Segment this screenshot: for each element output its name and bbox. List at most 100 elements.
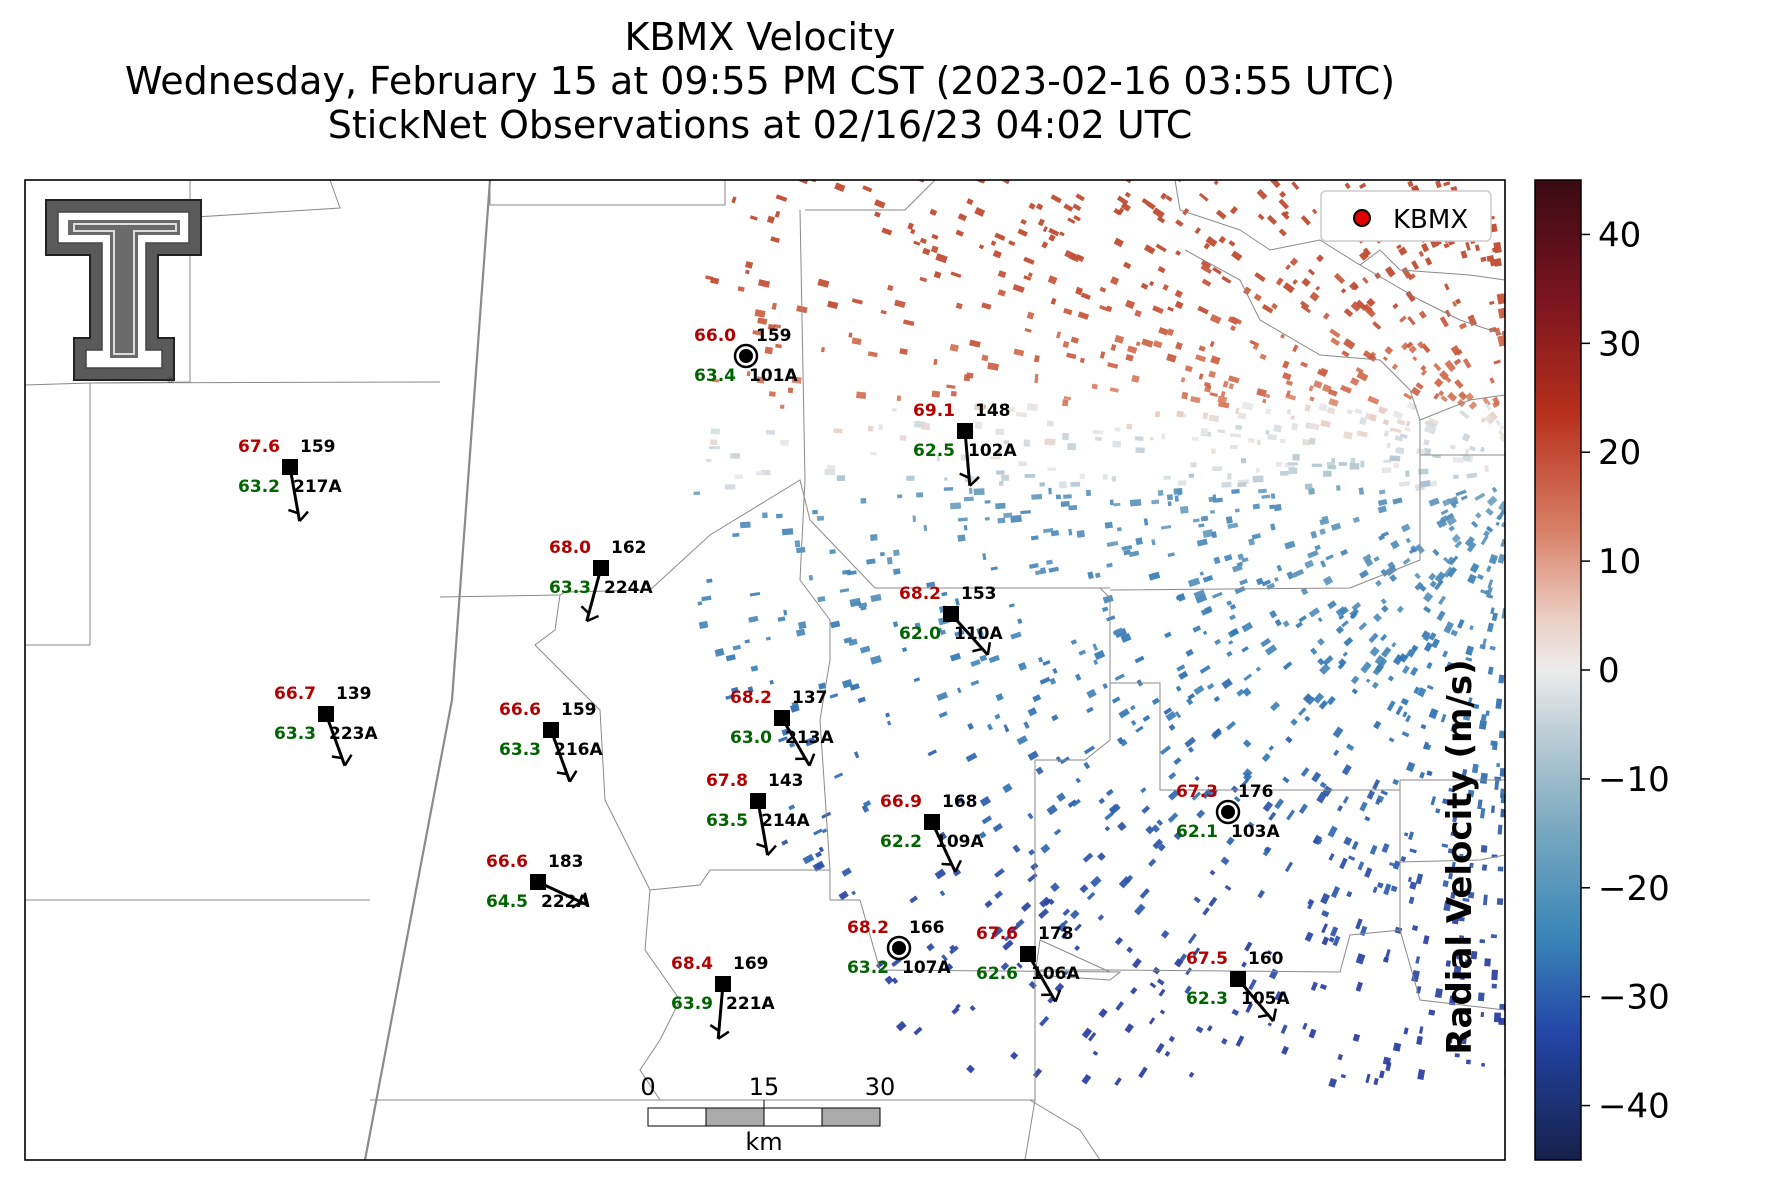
state-boundary <box>363 180 492 1160</box>
wind-barb <box>324 713 353 767</box>
wind-barb <box>537 880 590 909</box>
station-temperature: 67.8 <box>706 771 748 791</box>
station-dewpoint: 63.2 <box>238 477 280 497</box>
station-temperature: 67.6 <box>238 437 280 457</box>
station-pressure: 159 <box>300 437 336 457</box>
station-pressure: 169 <box>733 954 769 974</box>
station-pressure: 153 <box>961 584 997 604</box>
scale-tick-30: 30 <box>865 1073 896 1101</box>
station-dewpoint: 63.5 <box>706 811 748 831</box>
wind-barb <box>949 612 992 656</box>
station-temperature: 67.5 <box>1186 949 1228 969</box>
scale-tick-15: 15 <box>749 1073 780 1101</box>
calm-wind-marker <box>733 343 759 369</box>
station-id: 221A <box>726 994 775 1014</box>
station-pressure: 168 <box>942 792 978 812</box>
station-temperature: 67.6 <box>976 924 1018 944</box>
station-224A: 68.0 162 63.3 224A <box>549 538 653 623</box>
station-pressure: 162 <box>611 538 647 558</box>
map-frame <box>24 179 1506 1161</box>
station-dewpoint: 63.3 <box>274 724 316 744</box>
colorbar-tick-label: 20 <box>1598 433 1641 473</box>
station-temperature: 68.2 <box>847 918 889 938</box>
scale-unit: km <box>745 1128 782 1156</box>
station-pressure: 143 <box>768 771 804 791</box>
wind-barb <box>1236 978 1278 1023</box>
station-temperature: 69.1 <box>913 401 955 421</box>
station-pressure: 160 <box>1248 949 1284 969</box>
station-214A: 67.8 143 63.5 214A <box>706 771 810 856</box>
colorbar-label: Radial Velocity (m/s) <box>1440 659 1480 1055</box>
station-dewpoint: 62.3 <box>1186 989 1228 1009</box>
station-temperature: 68.4 <box>671 954 713 974</box>
station-pressure: 178 <box>1038 924 1074 944</box>
colorbar-tick-label: 30 <box>1598 324 1641 364</box>
station-pressure: 166 <box>909 918 945 938</box>
registered-mark: ® <box>166 376 175 386</box>
station-temperature: 68.0 <box>549 538 591 558</box>
station-105A: 67.5 160 62.3 105A <box>1186 949 1290 1023</box>
wind-barb <box>549 729 578 783</box>
station-temperature: 66.6 <box>499 700 541 720</box>
station-id: 222A <box>541 892 590 912</box>
station-dewpoint: 62.2 <box>880 832 922 852</box>
colorbar-tick-label: −20 <box>1598 869 1670 909</box>
station-dewpoint: 63.3 <box>549 578 591 598</box>
station-223A: 66.7 139 63.3 223A <box>274 684 378 767</box>
station-id: 102A <box>968 441 1017 461</box>
colorbar-tick-label: 10 <box>1598 542 1641 582</box>
station-221A: 68.4 169 63.9 221A <box>671 954 775 1040</box>
wind-barb <box>780 717 816 767</box>
station-temperature: 66.0 <box>694 326 736 346</box>
station-temperature: 68.2 <box>730 688 772 708</box>
station-id: 216A <box>554 740 603 760</box>
wind-barb <box>709 983 730 1040</box>
texas-tech-logo: ® <box>45 199 202 386</box>
station-dewpoint: 63.0 <box>730 728 772 748</box>
wind-barb <box>288 466 309 522</box>
title-line-3: StickNet Observations at 02/16/23 04:02 … <box>327 103 1193 147</box>
station-dewpoint: 63.4 <box>694 366 736 386</box>
colorbar-tick-label: −10 <box>1598 760 1670 800</box>
station-dewpoint: 63.3 <box>499 740 541 760</box>
station-dewpoint: 63.2 <box>847 958 889 978</box>
station-pressure: 137 <box>792 688 828 708</box>
station-pressure: 159 <box>756 326 792 346</box>
station-dewpoint: 64.5 <box>486 892 528 912</box>
station-id: 217A <box>293 477 342 497</box>
radar-velocity-returns <box>693 180 1505 1088</box>
wind-barb <box>930 821 963 873</box>
station-pressure: 159 <box>561 700 597 720</box>
station-temperature: 68.2 <box>899 584 941 604</box>
calm-wind-marker <box>1215 799 1241 825</box>
station-id: 105A <box>1241 989 1290 1009</box>
station-pressure: 139 <box>336 684 372 704</box>
title-line-1: KBMX Velocity <box>624 15 896 59</box>
colorbar-tick-label: 40 <box>1598 215 1641 255</box>
station-222A: 66.6 183 64.5 222A <box>486 852 590 912</box>
station-110A: 68.2 153 62.0 110A <box>899 584 1003 656</box>
colorbar-ticks: 40 30 20 10 0 −10 −20 −30 −40 <box>1581 215 1670 1127</box>
scale-tick-0: 0 <box>640 1073 655 1101</box>
station-dewpoint: 62.5 <box>913 441 955 461</box>
calm-wind-marker <box>886 935 912 961</box>
colorbar-tick-label: −40 <box>1598 1087 1670 1127</box>
colorbar-tick-label: 0 <box>1598 651 1620 691</box>
station-103A: 67.3 176 62.1 103A <box>1176 782 1280 842</box>
station-id: 109A <box>935 832 984 852</box>
station-id: 106A <box>1031 964 1080 984</box>
station-temperature: 66.6 <box>486 852 528 872</box>
station-106A: 67.6 178 62.6 106A <box>976 924 1080 1003</box>
station-pressure: 183 <box>548 852 584 872</box>
colorbar-tick-label: −30 <box>1598 978 1670 1018</box>
station-marker <box>1221 805 1235 819</box>
county-boundaries <box>25 180 1505 1160</box>
station-dewpoint: 62.0 <box>899 624 941 644</box>
legend-marker <box>1353 209 1371 227</box>
station-dewpoint: 62.1 <box>1176 822 1218 842</box>
legend: KBMX <box>1320 190 1492 242</box>
station-temperature: 66.7 <box>274 684 316 704</box>
wind-barb <box>959 430 980 487</box>
station-id: 213A <box>785 728 834 748</box>
